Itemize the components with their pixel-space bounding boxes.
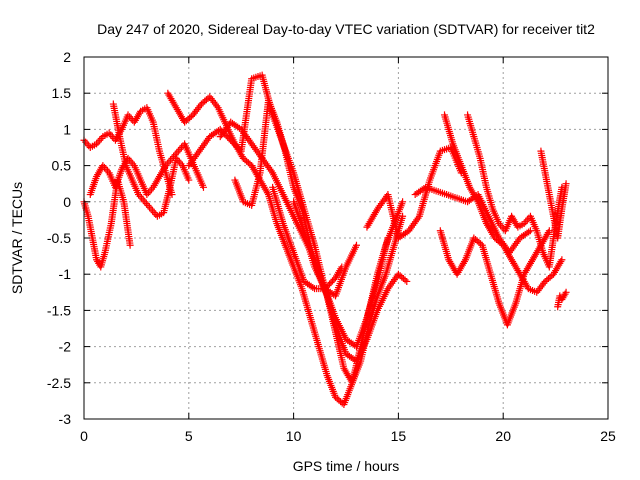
data-point-marker (199, 183, 207, 191)
data-point-marker (562, 288, 570, 296)
data-point-marker (126, 241, 134, 249)
y-tick-label: 2 (63, 49, 71, 65)
data-point-marker (224, 133, 232, 141)
series-sat-m (436, 227, 553, 329)
data-point-marker (399, 212, 407, 220)
y-axis-label: SDTVAR / TECUs (9, 182, 25, 294)
x-tick-label: 20 (495, 428, 511, 444)
series-sat-p (537, 147, 570, 242)
data-point-marker (562, 180, 570, 188)
data-point-marker (187, 112, 195, 120)
data-point-marker (185, 176, 193, 184)
y-tick-label: -2 (59, 339, 72, 355)
data-point-marker (227, 136, 235, 144)
series-sat-c (86, 140, 207, 199)
data-point-marker (477, 240, 485, 248)
data-point-marker (228, 138, 236, 146)
data-point-marker (403, 277, 411, 285)
data-point-marker (545, 227, 553, 235)
data-point-marker (327, 278, 335, 286)
x-tick-label: 25 (600, 428, 616, 444)
x-tick-label: 5 (185, 428, 193, 444)
data-point-marker (401, 276, 409, 284)
data-point-marker (329, 277, 337, 285)
y-tick-label: 1.5 (52, 85, 72, 101)
series-sat-b (80, 176, 134, 271)
x-axis-label: GPS time / hours (293, 458, 400, 474)
data-point-marker (526, 227, 534, 235)
data-point-marker (225, 135, 233, 143)
data-point-marker (230, 139, 238, 147)
data-point-marker (384, 234, 392, 242)
y-tick-label: 0.5 (52, 158, 72, 174)
data-point-marker (168, 191, 176, 199)
x-tick-label: 0 (80, 428, 88, 444)
y-tick-label: -1 (59, 266, 72, 282)
x-tick-label: 10 (286, 428, 302, 444)
chart-title: Day 247 of 2020, Sidereal Day-to-day VTE… (97, 21, 595, 37)
data-point-marker (231, 141, 239, 149)
y-tick-label: 0 (63, 194, 71, 210)
series-sat-j (290, 198, 360, 300)
data-point-marker (352, 241, 360, 249)
data-point-marker (558, 256, 566, 264)
y-tick-label: -0.5 (47, 230, 71, 246)
data-point-marker (399, 198, 407, 206)
y-tick-label: -3 (59, 411, 72, 427)
data-layer (80, 71, 570, 409)
tick-layer: 0 5 10 15 20 25 -3 -2.5 -2 -1.5 -1 -0.5 0 0.5 1 1.5 2 (47, 49, 616, 444)
y-tick-label: 1 (63, 121, 71, 137)
data-point-marker (234, 144, 242, 152)
y-tick-label: -1.5 (47, 302, 71, 318)
series-sat-d (109, 100, 193, 220)
series-sat-a (80, 104, 176, 199)
series-sat-n (441, 111, 566, 296)
y-tick-label: -2.5 (47, 375, 71, 391)
x-tick-label: 15 (391, 428, 407, 444)
series-sat-q (554, 288, 570, 311)
series-sat-k (363, 144, 465, 242)
data-point-marker (326, 280, 334, 288)
